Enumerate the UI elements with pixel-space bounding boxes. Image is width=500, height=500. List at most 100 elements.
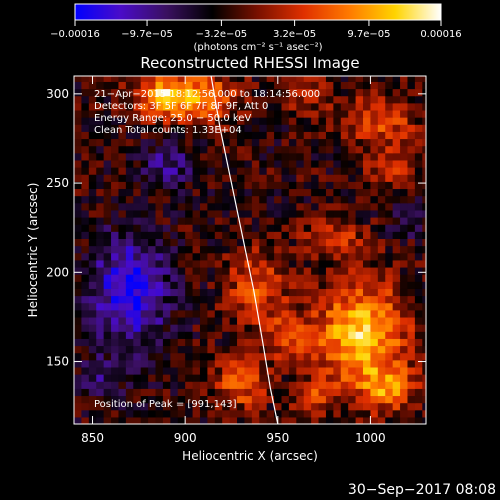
heatmap-pixel [133, 309, 142, 318]
heatmap-pixel [355, 202, 364, 211]
heatmap-pixel [274, 374, 283, 382]
heatmap-pixel [155, 95, 164, 104]
heatmap-pixel [281, 366, 290, 375]
heatmap-pixel [348, 245, 357, 254]
heatmap-pixel [266, 88, 275, 97]
heatmap-pixel [251, 324, 260, 332]
heatmap-pixel [96, 295, 105, 304]
heatmap-pixel [318, 288, 327, 297]
heatmap-pixel [259, 195, 268, 204]
heatmap-pixel [222, 274, 231, 282]
heatmap-pixel [125, 359, 134, 368]
heatmap-pixel [96, 302, 105, 311]
heatmap-pixel [363, 366, 372, 375]
heatmap-pixel [348, 76, 357, 82]
heatmap-pixel [400, 131, 409, 140]
heatmap-pixel [96, 181, 105, 190]
heatmap-pixel [281, 124, 290, 132]
heatmap-pixel [214, 95, 223, 104]
heatmap-pixel [407, 238, 416, 247]
heatmap-pixel [348, 181, 357, 190]
heatmap-pixel [385, 88, 394, 97]
heatmap-pixel [133, 352, 142, 361]
heatmap-pixel [363, 202, 372, 211]
heatmap-pixel [274, 309, 283, 318]
heatmap-pixel [318, 102, 327, 111]
heatmap-pixel [103, 402, 112, 411]
y-tick-label: 250 [46, 176, 69, 190]
heatmap-pixel [422, 202, 426, 211]
heatmap-pixel [140, 345, 149, 354]
heatmap-pixel [118, 352, 127, 361]
heatmap-pixel [288, 366, 297, 375]
heatmap-pixel [207, 359, 216, 368]
heatmap-pixel [251, 216, 260, 225]
heatmap-pixel [385, 131, 394, 140]
heatmap-pixel [96, 238, 105, 247]
heatmap-pixel [288, 381, 297, 389]
heatmap-pixel [192, 345, 201, 354]
heatmap-pixel [214, 88, 223, 97]
heatmap-pixel [296, 238, 305, 247]
heatmap-pixel [155, 88, 164, 97]
heatmap-pixel [177, 281, 186, 289]
heatmap-pixel [311, 245, 320, 254]
heatmap-pixel [400, 209, 409, 218]
heatmap-pixel [370, 202, 379, 211]
heatmap-pixel [363, 145, 372, 154]
heatmap-pixel [177, 216, 186, 225]
heatmap-pixel [407, 216, 416, 225]
heatmap-pixel [214, 145, 223, 154]
heatmap-pixel [140, 274, 149, 282]
heatmap-pixel [274, 81, 283, 90]
heatmap-pixel [407, 388, 416, 397]
heatmap-pixel [81, 174, 90, 182]
heatmap-pixel [214, 302, 223, 311]
heatmap-pixel [192, 295, 201, 304]
heatmap-pixel [170, 167, 179, 175]
heatmap-pixel [140, 231, 149, 239]
heatmap-pixel [155, 338, 164, 347]
heatmap-pixel [125, 295, 134, 304]
heatmap-pixel [348, 167, 357, 175]
heatmap-pixel [222, 245, 231, 254]
heatmap-pixel [400, 216, 409, 225]
heatmap-pixel [348, 395, 357, 404]
heatmap-pixel [355, 402, 364, 411]
heatmap-pixel [407, 416, 416, 424]
heatmap-pixel [103, 274, 112, 282]
heatmap-pixel [222, 95, 231, 104]
heatmap-pixel [214, 352, 223, 361]
heatmap-pixel [244, 316, 253, 325]
heatmap-pixel [296, 288, 305, 297]
heatmap-pixel [303, 295, 312, 304]
heatmap-pixel [155, 81, 164, 90]
heatmap-pixel [229, 195, 238, 204]
heatmap-pixel [355, 366, 364, 375]
heatmap-pixel [148, 76, 157, 82]
heatmap-pixel [392, 138, 401, 147]
heatmap-pixel [296, 324, 305, 332]
heatmap-pixel [363, 302, 372, 311]
heatmap-pixel [363, 81, 372, 90]
heatmap-pixel [407, 259, 416, 268]
heatmap-pixel [311, 81, 320, 90]
heatmap-pixel [296, 366, 305, 375]
heatmap-pixel [192, 231, 201, 239]
heatmap-pixel [125, 159, 134, 168]
heatmap-pixel [377, 302, 386, 311]
heatmap-pixel [325, 359, 334, 368]
heatmap-pixel [177, 381, 186, 389]
heatmap-pixel [214, 402, 223, 411]
heatmap-pixel [348, 309, 357, 318]
heatmap-pixel [103, 216, 112, 225]
heatmap-pixel [214, 288, 223, 297]
heatmap-pixel [377, 231, 386, 239]
heatmap-pixel [192, 109, 201, 118]
heatmap-pixel [133, 231, 142, 239]
heatmap-pixel [259, 345, 268, 354]
heatmap-pixel [185, 131, 194, 140]
heatmap-pixel [407, 395, 416, 404]
heatmap-pixel [422, 195, 426, 204]
heatmap-pixel [318, 76, 327, 82]
